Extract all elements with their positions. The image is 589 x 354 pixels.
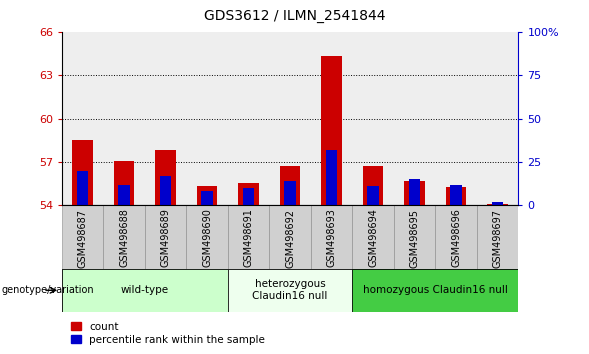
Text: GSM498692: GSM498692 [285, 209, 295, 268]
Text: GSM498691: GSM498691 [244, 209, 254, 267]
FancyBboxPatch shape [352, 205, 394, 269]
Text: wild-type: wild-type [121, 285, 169, 295]
FancyBboxPatch shape [62, 269, 228, 312]
Bar [311, 32, 352, 205]
Bar [450, 184, 462, 205]
Text: heterozygous
Claudin16 null: heterozygous Claudin16 null [253, 279, 327, 301]
Bar [404, 182, 425, 205]
Bar [201, 192, 213, 205]
Bar [368, 186, 379, 205]
Bar [114, 160, 134, 205]
Bar [118, 184, 130, 205]
Bar [77, 171, 88, 205]
Bar [492, 202, 504, 205]
Bar [326, 150, 337, 205]
FancyBboxPatch shape [186, 205, 228, 269]
Bar [409, 179, 421, 205]
Bar [160, 176, 171, 205]
Bar [103, 32, 145, 205]
Text: GSM498689: GSM498689 [161, 209, 171, 267]
FancyBboxPatch shape [269, 205, 311, 269]
Bar [284, 181, 296, 205]
FancyBboxPatch shape [311, 205, 352, 269]
Bar [269, 32, 311, 205]
FancyBboxPatch shape [228, 269, 352, 312]
Bar [186, 32, 228, 205]
Bar [228, 32, 269, 205]
FancyBboxPatch shape [394, 205, 435, 269]
Bar [446, 187, 466, 205]
Bar [321, 56, 342, 205]
Text: GSM498693: GSM498693 [326, 209, 336, 267]
Text: GSM498695: GSM498695 [409, 209, 419, 268]
Bar [435, 32, 477, 205]
Text: GSM498697: GSM498697 [492, 209, 502, 268]
Text: homozygous Claudin16 null: homozygous Claudin16 null [363, 285, 508, 295]
Text: GSM498694: GSM498694 [368, 209, 378, 267]
Text: GSM498690: GSM498690 [202, 209, 212, 267]
FancyBboxPatch shape [435, 205, 477, 269]
Bar [145, 32, 186, 205]
Bar [243, 188, 254, 205]
Bar [363, 166, 383, 205]
Bar [394, 32, 435, 205]
FancyBboxPatch shape [477, 205, 518, 269]
Bar [352, 32, 394, 205]
Bar [197, 186, 217, 205]
Text: GDS3612 / ILMN_2541844: GDS3612 / ILMN_2541844 [204, 9, 385, 23]
FancyBboxPatch shape [62, 269, 518, 312]
Legend: count, percentile rank within the sample: count, percentile rank within the sample [67, 318, 269, 349]
Bar [280, 166, 300, 205]
Bar [477, 32, 518, 205]
FancyBboxPatch shape [103, 205, 145, 269]
Text: GSM498688: GSM498688 [119, 209, 129, 267]
FancyBboxPatch shape [352, 269, 518, 312]
Text: GSM498687: GSM498687 [78, 209, 88, 268]
Bar [155, 150, 176, 205]
Bar [62, 32, 103, 205]
Bar [72, 140, 93, 205]
Text: GSM498696: GSM498696 [451, 209, 461, 267]
FancyBboxPatch shape [228, 205, 269, 269]
FancyBboxPatch shape [62, 205, 103, 269]
FancyBboxPatch shape [145, 205, 186, 269]
Bar [487, 204, 508, 205]
Bar [238, 183, 259, 205]
Text: genotype/variation: genotype/variation [1, 285, 94, 295]
